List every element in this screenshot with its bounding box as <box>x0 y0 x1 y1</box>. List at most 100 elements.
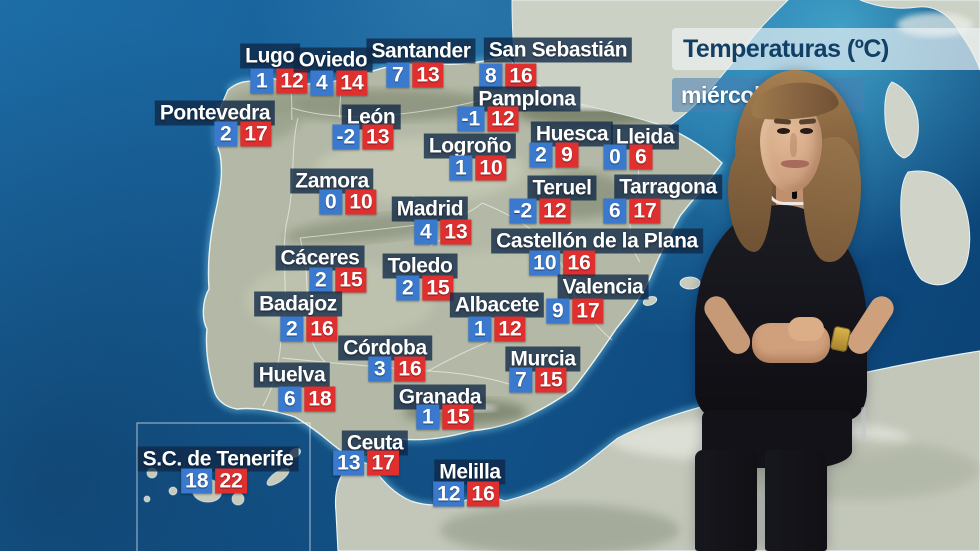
city-name-santander: Santander <box>366 38 476 64</box>
temp-min-chip: 6 <box>278 386 302 412</box>
temp-max-chip: 16 <box>505 63 537 89</box>
temp-min-chip: 2 <box>396 275 420 301</box>
temp-max-chip: 9 <box>555 142 579 168</box>
temp-max-chip: 16 <box>394 356 426 382</box>
temp-max-chip: 14 <box>336 70 368 96</box>
city-temps-melilla: 12 16 <box>433 481 499 507</box>
temp-max-chip: 17 <box>240 121 272 147</box>
temp-max-chip: 10 <box>475 155 507 181</box>
temp-min-chip: 1 <box>468 316 492 342</box>
temp-min-chip: 7 <box>509 367 533 393</box>
temp-min-chip: 13 <box>333 450 365 476</box>
corsica-island <box>884 81 919 159</box>
temp-min-chip: 9 <box>546 298 570 324</box>
city-temps-santander: 7 13 <box>386 62 444 88</box>
city-name-albacete: Albacete <box>449 292 545 318</box>
temp-max-chip: 18 <box>304 386 336 412</box>
temp-max-chip: 16 <box>306 316 338 342</box>
temp-min-chip: 0 <box>603 144 627 170</box>
temp-min-chip: 6 <box>603 198 627 224</box>
temp-min-chip: 2 <box>529 142 553 168</box>
temp-max-chip: 15 <box>535 367 567 393</box>
presenter-mic <box>792 185 797 199</box>
city-name-granada: Granada <box>393 384 487 410</box>
temp-min-chip: 2 <box>309 267 333 293</box>
presenter-hands <box>788 317 824 341</box>
temp-max-chip: 15 <box>442 404 474 430</box>
presenter-eye <box>777 128 790 134</box>
temp-min-chip: -2 <box>509 198 537 224</box>
city-name-logroño: Logroño <box>423 133 517 159</box>
temp-max-chip: 12 <box>539 198 571 224</box>
city-temps-córdoba: 3 16 <box>368 356 426 382</box>
city-name-pontevedra: Pontevedra <box>154 100 276 126</box>
temp-min-chip: 3 <box>368 356 392 382</box>
city-temps-badajoz: 2 16 <box>280 316 338 342</box>
city-name-badajoz: Badajoz <box>254 291 342 317</box>
city-temps-cáceres: 2 15 <box>309 267 367 293</box>
temp-max-chip: 17 <box>629 198 661 224</box>
temperatures-header: Temperaturas (ºC) <box>672 28 980 70</box>
temperatures-title: Temperaturas (ºC) <box>683 34 889 63</box>
presenter-hem-slit <box>861 407 866 441</box>
temp-min-chip: 2 <box>280 316 304 342</box>
city-name-murcia: Murcia <box>505 346 581 372</box>
city-temps-pamplona: -1 12 <box>457 106 519 132</box>
city-temps-albacete: 1 12 <box>468 316 526 342</box>
presenter-leg <box>695 450 757 551</box>
temp-max-chip: 17 <box>367 450 399 476</box>
temp-max-chip: 12 <box>276 68 308 94</box>
city-temps-ceuta: 13 17 <box>333 450 399 476</box>
city-name-toledo: Toledo <box>382 253 458 279</box>
temp-min-chip: -2 <box>332 124 360 150</box>
temp-min-chip: 18 <box>181 468 213 494</box>
temp-max-chip: 16 <box>563 250 595 276</box>
temp-max-chip: 22 <box>215 468 247 494</box>
city-name-cáceres: Cáceres <box>275 245 365 271</box>
city-temps-teruel: -2 12 <box>509 198 571 224</box>
temp-max-chip: 13 <box>412 62 444 88</box>
city-temps-oviedo: 4 14 <box>310 70 368 96</box>
city-name-s-c-de-tenerife: S.C. de Tenerife <box>137 446 299 472</box>
presenter-lips <box>781 160 809 168</box>
temp-min-chip: 7 <box>386 62 410 88</box>
city-name-tarragona: Tarragona <box>614 174 722 200</box>
city-name-san-sebastián: San Sebastián <box>483 37 633 63</box>
temp-max-chip: 13 <box>362 124 394 150</box>
city-temps-pontevedra: 2 17 <box>214 121 272 147</box>
presenter <box>640 55 980 551</box>
city-name-pamplona: Pamplona <box>473 86 581 112</box>
city-name-teruel: Teruel <box>527 175 597 201</box>
temp-min-chip: 4 <box>310 70 334 96</box>
temp-max-chip: 16 <box>467 481 499 507</box>
city-temps-castellón-de-la-plana: 10 16 <box>529 250 595 276</box>
city-name-madrid: Madrid <box>391 196 469 222</box>
temp-min-chip: 0 <box>319 189 343 215</box>
temp-min-chip: 1 <box>416 404 440 430</box>
temp-min-chip: 10 <box>529 250 561 276</box>
city-temps-toledo: 2 15 <box>396 275 454 301</box>
city-temps-san-sebastián: 8 16 <box>479 63 537 89</box>
city-name-huesca: Huesca <box>530 121 614 147</box>
temp-min-chip: -1 <box>457 106 485 132</box>
city-name-córdoba: Córdoba <box>338 335 432 361</box>
city-temps-lugo: 1 12 <box>250 68 308 94</box>
city-name-huelva: Huelva <box>253 362 331 388</box>
city-temps-zamora: 0 10 <box>319 189 377 215</box>
city-name-valencia: Valencia <box>557 274 649 300</box>
canary-inset <box>136 422 311 551</box>
temp-max-chip: 12 <box>494 316 526 342</box>
city-temps-murcia: 7 15 <box>509 367 567 393</box>
temp-max-chip: 15 <box>422 275 454 301</box>
temp-min-chip: 4 <box>414 219 438 245</box>
temp-max-chip: 12 <box>487 106 519 132</box>
temp-max-chip: 17 <box>572 298 604 324</box>
city-name-castellón-de-la-plana: Castellón de la Plana <box>491 228 703 254</box>
temp-min-chip: 8 <box>479 63 503 89</box>
sardinia-island <box>900 170 971 286</box>
city-name-zamora: Zamora <box>290 168 374 194</box>
